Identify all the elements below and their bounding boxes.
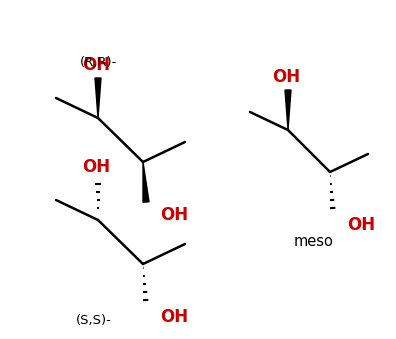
- Text: OH: OH: [272, 68, 300, 86]
- Text: (R,R)-: (R,R)-: [80, 56, 117, 69]
- Polygon shape: [95, 78, 101, 118]
- Text: OH: OH: [82, 158, 110, 176]
- Text: OH: OH: [160, 206, 188, 224]
- Text: OH: OH: [347, 216, 375, 234]
- Polygon shape: [143, 162, 149, 202]
- Text: (S,S)-: (S,S)-: [76, 314, 112, 327]
- Text: meso: meso: [294, 234, 334, 249]
- Text: OH: OH: [82, 56, 110, 74]
- Text: OH: OH: [160, 308, 188, 326]
- Polygon shape: [285, 90, 291, 130]
